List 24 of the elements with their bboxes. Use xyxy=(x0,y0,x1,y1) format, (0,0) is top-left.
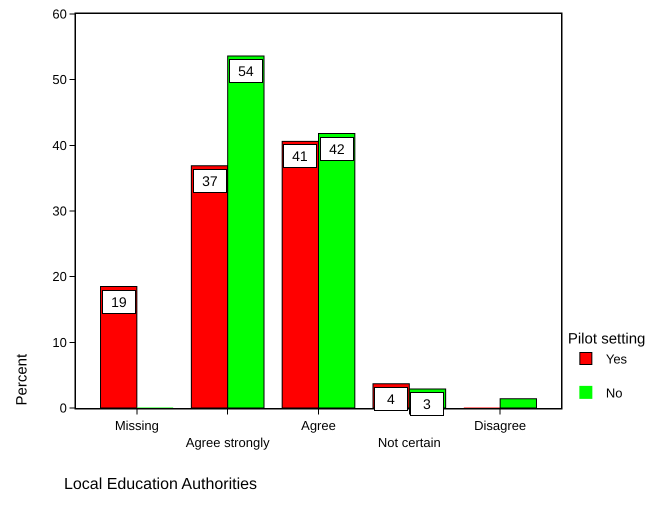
x-axis-title: Local Education Authorities xyxy=(64,476,258,493)
y-tick-label: 50 xyxy=(52,72,67,88)
y-tick-label: 30 xyxy=(52,204,67,219)
x-tick-label: Missing xyxy=(114,418,159,434)
y-tick-label: 0 xyxy=(60,400,67,416)
legend-label: Yes xyxy=(606,352,628,367)
data-label: 41 xyxy=(292,148,308,164)
x-tick-label: Disagree xyxy=(474,418,526,434)
data-label: 3 xyxy=(423,396,431,412)
data-label: 54 xyxy=(238,63,254,79)
y-tick-label: 20 xyxy=(52,269,67,284)
x-tick-label: Not certain xyxy=(378,435,441,450)
data-label: 4 xyxy=(387,391,395,407)
data-label: 19 xyxy=(111,294,127,310)
legend-label: No xyxy=(606,385,622,400)
y-tick-label: 10 xyxy=(52,334,67,350)
legend-title: Pilot setting xyxy=(568,330,646,348)
data-label: 42 xyxy=(329,141,345,157)
data-label: 37 xyxy=(202,173,218,189)
y-axis-title: Percent xyxy=(14,352,30,406)
y-tick-label: 40 xyxy=(52,138,67,153)
x-tick-label: Agree strongly xyxy=(186,435,270,450)
y-tick-label: 60 xyxy=(52,6,67,22)
x-tick-label: Agree xyxy=(301,418,336,434)
